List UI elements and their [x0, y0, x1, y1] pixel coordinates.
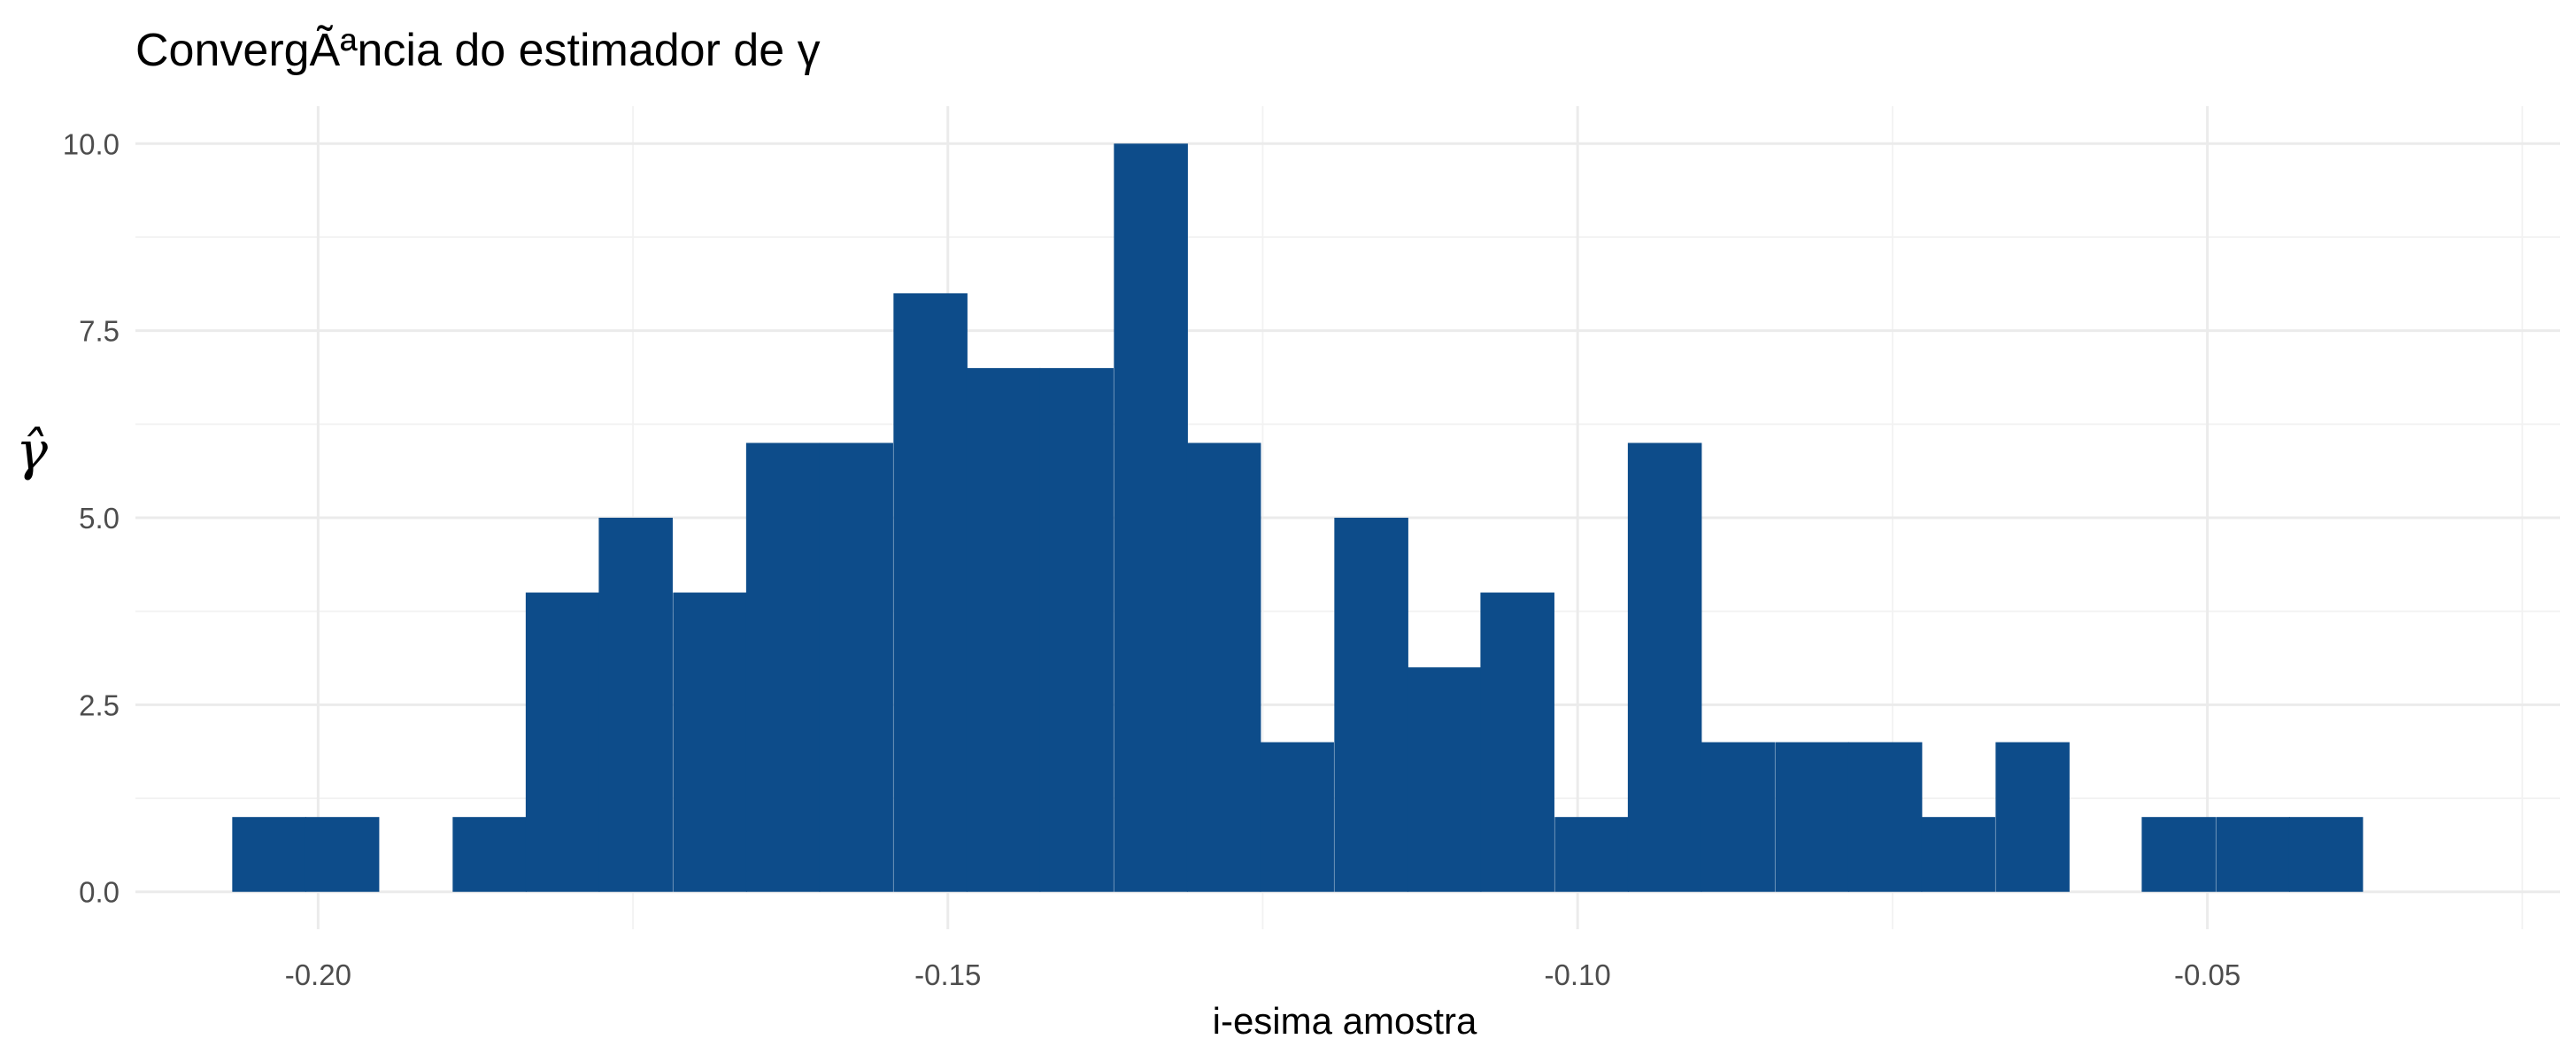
histogram-bar [1921, 817, 1995, 892]
histogram-bar [966, 367, 1041, 892]
y-tick-label: 5.0 [79, 502, 120, 535]
histogram-bar [1554, 817, 1629, 892]
histogram-bar [1480, 592, 1554, 892]
x-tick-label: -0.15 [914, 958, 981, 991]
histogram-bar [1995, 742, 2070, 892]
histogram-bar [2216, 817, 2290, 892]
histogram-bar [1186, 442, 1261, 892]
histogram-bar [1114, 143, 1188, 892]
y-axis-ticks: 0.0 2.5 5.0 7.5 10.0 [63, 127, 120, 908]
y-tick-label: 10.0 [63, 127, 120, 160]
y-tick-label: 2.5 [79, 689, 120, 721]
histogram-bars [232, 143, 2364, 892]
histogram-bar [1407, 667, 1482, 892]
x-tick-label: -0.10 [1545, 958, 1611, 991]
chart-title: ConvergÃªncia do estimador de γ [135, 25, 821, 76]
histogram-bar [2288, 817, 2364, 892]
histogram-bar [598, 518, 673, 892]
x-axis-title: i-esima amostra [1213, 1000, 1477, 1042]
x-axis-ticks: -0.20 -0.15 -0.10 -0.05 [285, 958, 2241, 991]
histogram-bar [452, 817, 527, 892]
histogram-bar [232, 817, 306, 892]
histogram-bar [819, 442, 893, 892]
x-tick-label: -0.05 [2174, 958, 2241, 991]
histogram-bar [1847, 742, 1923, 892]
histogram-bar [893, 293, 968, 892]
histogram-bar [1260, 742, 1334, 892]
y-tick-label: 7.5 [79, 315, 120, 348]
y-axis-title: γ̂ [16, 420, 48, 482]
histogram-bar [1775, 742, 1849, 892]
histogram-bar [1627, 442, 1702, 892]
y-tick-label: 0.0 [79, 876, 120, 909]
histogram-bar [673, 592, 747, 892]
histogram-bar [1701, 742, 1775, 892]
histogram-bar [745, 442, 821, 892]
histogram-bar [305, 817, 380, 892]
histogram-bar [525, 592, 600, 892]
histogram-bar [1039, 367, 1114, 892]
histogram-bar [2141, 817, 2216, 892]
histogram-bar [1334, 518, 1408, 892]
x-tick-label: -0.20 [285, 958, 351, 991]
